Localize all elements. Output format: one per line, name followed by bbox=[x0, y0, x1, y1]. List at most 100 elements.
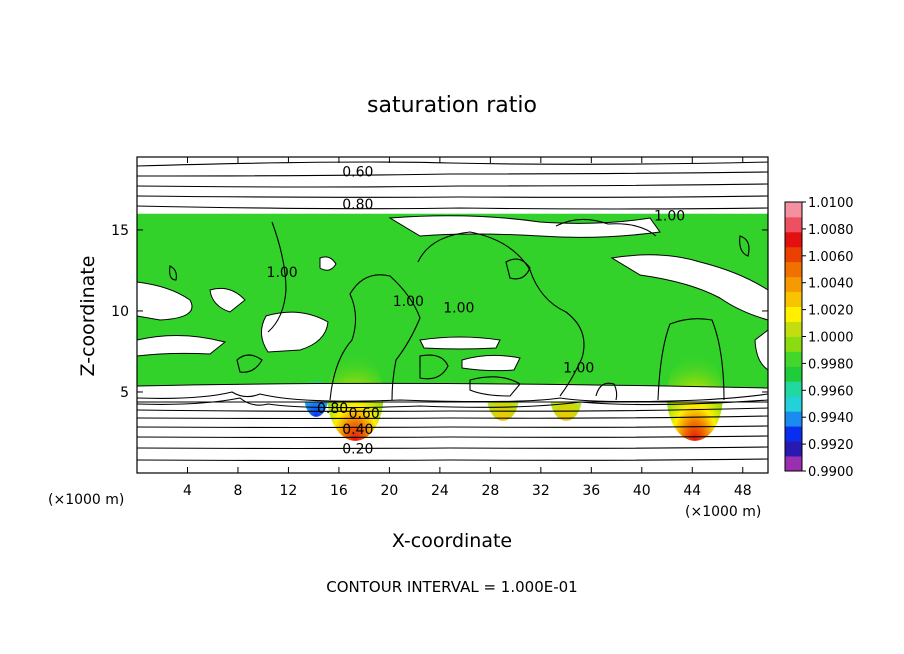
contour-line bbox=[505, 258, 531, 280]
contour-line bbox=[657, 318, 725, 401]
contour-interval-note: CONTOUR INTERVAL = 1.000E-01 bbox=[326, 578, 577, 596]
contour-line bbox=[137, 161, 768, 167]
colorbar-swatch bbox=[785, 291, 802, 308]
x-tick-label: 4 bbox=[183, 483, 192, 499]
colorbar-swatch bbox=[785, 216, 802, 233]
clear-patch bbox=[419, 336, 501, 350]
colorbar-label: 1.0080 bbox=[808, 223, 854, 238]
colorbar-label: 1.0060 bbox=[808, 250, 854, 265]
x-unit-left: (×1000 m) bbox=[48, 492, 124, 508]
contour-line bbox=[267, 221, 287, 333]
x-tick-label: 40 bbox=[633, 483, 651, 499]
colorbar-swatch bbox=[785, 276, 802, 293]
contour-line bbox=[739, 235, 750, 257]
colorbar-swatch bbox=[785, 336, 802, 352]
contour-label: 1.00 bbox=[267, 265, 298, 281]
y-tick-label: 10 bbox=[111, 304, 129, 320]
cloud-free-regions bbox=[137, 215, 768, 403]
contour-lines-lower bbox=[137, 391, 768, 462]
colorbar-swatch bbox=[785, 411, 802, 427]
plot-frame bbox=[136, 156, 769, 474]
y-tick-label: 5 bbox=[120, 385, 129, 401]
colorbar-label: 0.9940 bbox=[808, 411, 854, 426]
contour-line bbox=[137, 435, 768, 439]
contour-label: 0.80 bbox=[342, 197, 373, 213]
contour-labels: 0.600.801.001.001.00 1.001.000.80 0.600.40… bbox=[267, 165, 686, 458]
clear-patch bbox=[610, 254, 768, 321]
colorbar-label: 1.0040 bbox=[808, 277, 854, 292]
contour-line bbox=[137, 391, 768, 403]
colorbar-swatch bbox=[785, 426, 802, 442]
colorbar-swatch bbox=[785, 261, 802, 278]
clear-patch bbox=[261, 311, 329, 353]
colorbar-swatch bbox=[785, 441, 802, 457]
x-tick-label: 16 bbox=[330, 483, 348, 499]
x-tick-label: 48 bbox=[734, 483, 752, 499]
contour-label: 0.20 bbox=[342, 442, 373, 458]
colorbar-swatch bbox=[785, 366, 802, 382]
colorbar-swatch bbox=[785, 351, 802, 367]
x-tick-label: 20 bbox=[380, 483, 398, 499]
contour-line bbox=[595, 382, 618, 401]
contour-lines-inner bbox=[169, 218, 750, 401]
x-tick-label: 32 bbox=[532, 483, 550, 499]
contour-line bbox=[137, 446, 768, 450]
clear-patch bbox=[461, 354, 521, 372]
contour-line bbox=[236, 354, 263, 373]
colorbar-label: 1.0020 bbox=[808, 304, 854, 319]
x-tick-label: 44 bbox=[683, 483, 701, 499]
colorbar-swatch bbox=[785, 456, 802, 472]
colorbar-swatch bbox=[785, 231, 802, 248]
contour-line bbox=[329, 274, 421, 401]
contour-label: 1.00 bbox=[563, 361, 594, 377]
plot-area: 0.600.801.001.001.00 1.001.000.80 0.600.40… bbox=[137, 161, 768, 462]
contour-line bbox=[419, 354, 449, 380]
colorbar-label: 1.0000 bbox=[808, 331, 854, 346]
chart-title: saturation ratio bbox=[367, 93, 537, 118]
contour-label: 0.60 bbox=[342, 165, 373, 181]
colorbar-swatch bbox=[785, 321, 802, 337]
x-axis-label: X-coordinate bbox=[392, 530, 512, 552]
contour-label: 0.40 bbox=[342, 422, 373, 438]
x-unit-right: (×1000 m) bbox=[685, 504, 761, 520]
contour-line bbox=[137, 397, 768, 409]
y-axis-label: Z-coordinate bbox=[77, 256, 99, 377]
colorbar: 1.0100 1.0080 1.0060 1.0040 1.0020 1.0000 0.99… bbox=[784, 196, 854, 480]
colorbar-swatch bbox=[785, 202, 802, 218]
contour-line bbox=[137, 183, 768, 188]
contour-label: 1.00 bbox=[654, 208, 685, 224]
contour-lines-upper bbox=[137, 161, 768, 210]
x-axis-ticks: 4 8 12 16 20 24 28 32 36 40 44 48 bbox=[183, 157, 752, 499]
colorbar-label: 0.9920 bbox=[808, 438, 854, 453]
contour-line bbox=[469, 376, 521, 397]
y-axis-ticks: 5 10 15 bbox=[111, 223, 768, 401]
contour-line bbox=[137, 458, 768, 462]
clear-patch bbox=[319, 256, 337, 271]
colorbar-label: 0.9960 bbox=[808, 384, 854, 399]
colorbar-label: 1.0100 bbox=[808, 196, 854, 211]
contour-line bbox=[137, 195, 768, 198]
y-tick-label: 15 bbox=[111, 223, 129, 239]
clear-patch bbox=[754, 329, 768, 371]
x-tick-label: 36 bbox=[582, 483, 600, 499]
colorbar-swatch bbox=[785, 396, 802, 412]
contour-line bbox=[137, 205, 768, 210]
contour-line bbox=[137, 425, 768, 429]
x-tick-label: 28 bbox=[481, 483, 499, 499]
contour-line bbox=[137, 415, 768, 420]
clear-patch bbox=[137, 281, 193, 321]
x-tick-label: 8 bbox=[233, 483, 242, 499]
clear-patch bbox=[137, 335, 227, 357]
clear-patch bbox=[388, 215, 661, 238]
contour-line bbox=[169, 265, 177, 281]
colorbar-label: 0.9980 bbox=[808, 357, 854, 372]
contour-line bbox=[555, 218, 657, 237]
x-tick-label: 12 bbox=[280, 483, 298, 499]
contour-label: 1.00 bbox=[393, 294, 424, 310]
x-tick-label: 24 bbox=[431, 483, 449, 499]
colorbar-label: 0.9900 bbox=[808, 465, 854, 480]
contour-label: 0.60 bbox=[349, 406, 380, 422]
contour-line bbox=[137, 407, 768, 412]
colorbar-swatch bbox=[785, 246, 802, 263]
